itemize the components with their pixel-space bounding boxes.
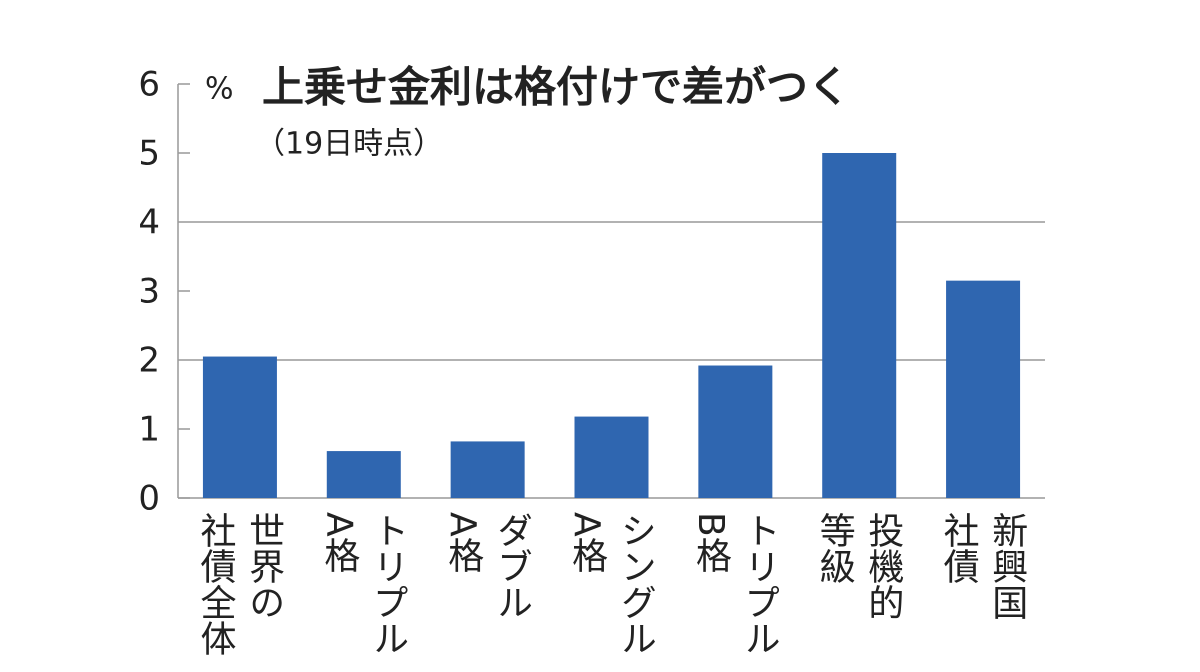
- chart-title: 上乗せ金利は格付けで差がつく: [262, 63, 850, 112]
- bar: [822, 153, 897, 498]
- x-tick-label: ダブル A格: [442, 512, 532, 620]
- y-tick-label: 0: [138, 479, 160, 519]
- x-tick-label: 世界の 社債全体: [194, 512, 285, 656]
- y-tick-label: 4: [138, 203, 160, 243]
- chart: % 上乗せ金利は格付けで差がつく （19日時点） 0 1 2 3 4 5 6: [138, 63, 1045, 519]
- bar: [698, 365, 773, 498]
- y-tick-label: 3: [138, 272, 160, 312]
- x-tick-label: 新興国 社債: [937, 512, 1028, 620]
- bar: [326, 451, 401, 498]
- y-tick-label: 2: [138, 341, 160, 381]
- bar: [202, 356, 277, 498]
- bar: [574, 416, 649, 498]
- bar: [450, 441, 525, 498]
- y-tick-label: 6: [138, 65, 160, 105]
- x-tick-label: シングル A格: [566, 512, 656, 656]
- x-tick-label: 投機的 等級: [813, 512, 904, 620]
- y-tick-label: 5: [138, 134, 160, 174]
- chart-subtitle: （19日時点）: [255, 127, 443, 162]
- x-tick-label: トリプル A格: [318, 512, 408, 656]
- y-tick-label: 1: [138, 410, 160, 450]
- bar: [946, 280, 1021, 498]
- y-unit: %: [205, 72, 234, 107]
- x-tick-label: トリプル B格: [689, 512, 780, 656]
